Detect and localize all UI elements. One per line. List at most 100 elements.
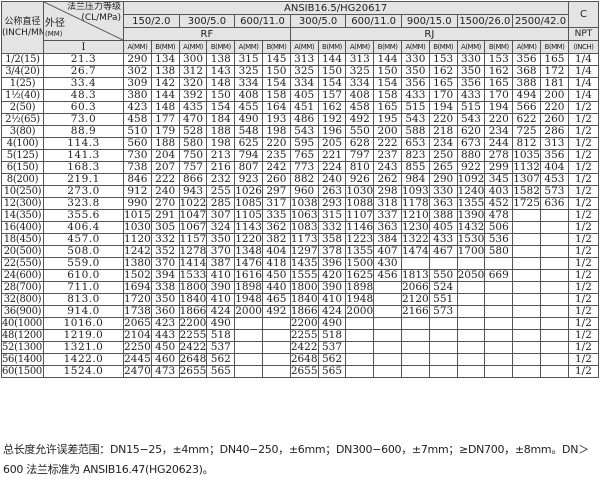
a-dimension-cell bbox=[512, 341, 541, 354]
pressure-class-header: 600/11.0 bbox=[234, 14, 291, 28]
a-dimension-cell: 1800 bbox=[289, 281, 319, 294]
a-dimension-cell: 1173 bbox=[289, 233, 319, 246]
a-dimension-cell: 2255 bbox=[178, 329, 208, 342]
b-dimension-cell bbox=[428, 341, 458, 354]
a-dimension-cell: 1476 bbox=[234, 257, 263, 270]
c-header: C bbox=[567, 1, 599, 28]
b-dimension-cell: 291 bbox=[150, 209, 180, 222]
b-dimension-cell: 234 bbox=[484, 125, 514, 138]
a-dimension-cell: 1738 bbox=[123, 305, 152, 318]
a-dimension-cell bbox=[512, 293, 541, 306]
outer-diameter-cell: 33.4 bbox=[43, 77, 124, 90]
a-dimension-cell: 380 bbox=[123, 89, 152, 102]
b-dimension-cell: 297 bbox=[261, 185, 291, 198]
outer-diameter-cell: 60.3 bbox=[43, 101, 124, 114]
b-dimension-cell: 573 bbox=[539, 185, 569, 198]
table-row: 3(80) 88.9 510 179 528 188 548 198 543 196 550 200 5… bbox=[1, 125, 599, 138]
a-dimension-cell: 1230 bbox=[400, 221, 430, 234]
a-dimension-cell: 1157 bbox=[178, 233, 208, 246]
b-dimension-cell: 420 bbox=[317, 269, 347, 282]
a-dimension-cell: 1948 bbox=[234, 293, 263, 306]
a-dimension-cell: 750 bbox=[178, 149, 208, 162]
a-dimension-cell bbox=[512, 245, 541, 258]
npt-cell: 1/2 bbox=[567, 125, 599, 138]
nominal-size-cell: 3(80) bbox=[1, 125, 44, 138]
npt-cell: 1/2 bbox=[567, 257, 599, 270]
nominal-size-header: 公称直径(INCH/MM) bbox=[1, 1, 44, 54]
a-dimension-cell: 433 bbox=[400, 89, 430, 102]
outer-diameter-cell: 73.0 bbox=[43, 113, 124, 126]
a-dimension-cell: 423 bbox=[123, 101, 152, 114]
a-dimension-cell: 325 bbox=[345, 65, 375, 78]
b-dimension-cell: 551 bbox=[428, 293, 458, 306]
a-dimension-cell: 290 bbox=[123, 53, 152, 66]
b-dimension-cell: 452 bbox=[484, 197, 514, 210]
a-dimension-cell: 620 bbox=[456, 125, 486, 138]
b-dimension-cell: 524 bbox=[428, 281, 458, 294]
b-dimension-cell: 424 bbox=[317, 305, 347, 318]
b-dimension-cell: 537 bbox=[206, 341, 236, 354]
b-dimension-cell: 298 bbox=[373, 185, 402, 198]
a-dimension-cell: 1625 bbox=[345, 269, 375, 282]
b-dimension-cell: 220 bbox=[539, 101, 569, 114]
a-dimension-cell: 2065 bbox=[123, 317, 152, 330]
a-dimension-cell: 1474 bbox=[400, 245, 430, 258]
a-dimension-cell: 451 bbox=[289, 101, 319, 114]
a-dimension-cell: 1800 bbox=[178, 281, 208, 294]
b-dimension-cell: 205 bbox=[317, 137, 347, 150]
a-dimension-cell: 1022 bbox=[178, 197, 208, 210]
b-dimension-cell bbox=[373, 353, 402, 366]
a-dimension-cell: 302 bbox=[123, 65, 152, 78]
b-dimension-cell bbox=[428, 365, 458, 378]
nominal-size-cell: 32(800) bbox=[1, 293, 44, 306]
a-dimension-cell: 1720 bbox=[123, 293, 152, 306]
b-dimension-cell bbox=[261, 329, 291, 342]
b-dimension-cell: 387 bbox=[206, 257, 236, 270]
npt-cell: 1/2 bbox=[567, 269, 599, 282]
b-dimension-cell: 250 bbox=[428, 149, 458, 162]
b-dimension-cell bbox=[539, 317, 569, 330]
a-dimension-cell: 912 bbox=[123, 185, 152, 198]
a-dimension-cell bbox=[456, 353, 486, 366]
a-dimension-cell: 543 bbox=[289, 125, 319, 138]
a-dimension-cell: 510 bbox=[123, 125, 152, 138]
outer-diameter-cell: 711.0 bbox=[43, 281, 124, 294]
b-dimension-cell: 148 bbox=[150, 101, 180, 114]
b-dimension-cell: 338 bbox=[150, 281, 180, 294]
pressure-class-label: 法兰压力等级 (CL/MPa) bbox=[67, 3, 121, 25]
table-row: 12(300) 323.8 990 270 1022 285 1085 317 1038 293 1… bbox=[1, 197, 599, 210]
b-dimension-cell: 636 bbox=[539, 197, 569, 210]
a-dimension-cell bbox=[345, 365, 375, 378]
b-dimension-cell: 450 bbox=[150, 341, 180, 354]
b-dimension-cell bbox=[428, 317, 458, 330]
b-dimension-cell: 170 bbox=[484, 89, 514, 102]
a-dimension-cell: 350 bbox=[456, 65, 486, 78]
b-dimension-cell: 345 bbox=[484, 173, 514, 186]
outer-diameter-cell: 355.6 bbox=[43, 209, 124, 222]
b-dimension-cell: 150 bbox=[317, 65, 347, 78]
table-row: 5(125) 141.3 730 204 750 213 794 235 765 221 797 23… bbox=[1, 149, 599, 162]
table-row: 24(600) 610.0 1502 394 1533 410 1616 450 1555 420… bbox=[1, 269, 599, 282]
a-dimension-cell: 2648 bbox=[289, 353, 319, 366]
a-dimension-cell: 1038 bbox=[289, 197, 319, 210]
a-dimension-header: A(MM) bbox=[123, 40, 152, 54]
outer-diameter-cell: 21.3 bbox=[43, 53, 124, 66]
nominal-size-cell: 60(1500) bbox=[1, 365, 44, 378]
table-row: 18(450) 457.0 1120 332 1157 350 1220 382 1173 358… bbox=[1, 233, 599, 246]
a-dimension-cell: 960 bbox=[289, 185, 319, 198]
b-dimension-cell: 313 bbox=[539, 137, 569, 150]
nominal-size-cell: 14(350) bbox=[1, 209, 44, 222]
a-dimension-cell: 990 bbox=[123, 197, 152, 210]
b-dimension-cell: 378 bbox=[317, 245, 347, 258]
b-dimension-cell: 285 bbox=[206, 197, 236, 210]
b-dimension-cell bbox=[539, 365, 569, 378]
b-dimension-cell: 443 bbox=[150, 329, 180, 342]
nominal-size-cell: 40(1000) bbox=[1, 317, 44, 330]
a-dimension-header: A(MM) bbox=[178, 40, 208, 54]
b-dimension-cell: 518 bbox=[317, 329, 347, 342]
npt-cell: 1/2 bbox=[567, 185, 599, 198]
a-dimension-cell: 625 bbox=[234, 137, 263, 150]
b-dimension-cell: 220 bbox=[428, 113, 458, 126]
outer-diameter-cell: 1524.0 bbox=[43, 365, 124, 378]
table-row: 2½(65) 73.0 458 177 470 184 490 193 486 192 492 195… bbox=[1, 113, 599, 126]
